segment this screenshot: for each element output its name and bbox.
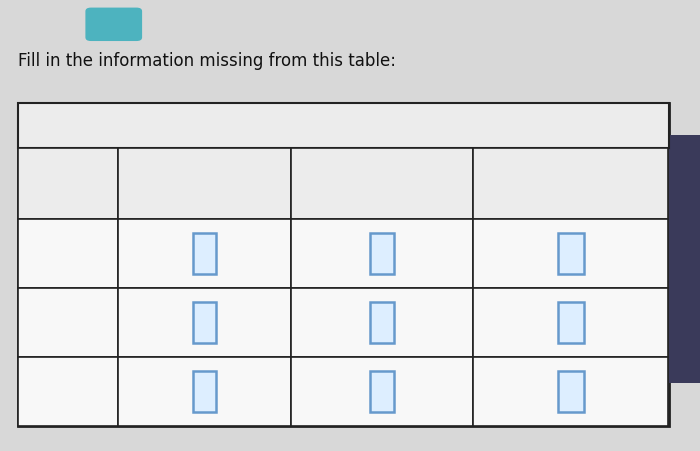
Text: angular momentum
quantum number l: angular momentum quantum number l [313,170,451,198]
Text: subshell: subshell [39,178,97,191]
Text: Some electron subshells: Some electron subshells [228,117,458,135]
Text: maximum number of
electrons: maximum number of electrons [498,170,644,198]
Text: ▼: ▼ [108,18,119,32]
Text: 3s: 3s [59,384,77,399]
Text: principal quantum
number n: principal quantum number n [141,170,269,198]
Text: 5s: 5s [59,247,77,262]
Text: Fill in the information missing from this table:: Fill in the information missing from thi… [18,52,395,70]
Text: 2p: 2p [58,316,78,331]
